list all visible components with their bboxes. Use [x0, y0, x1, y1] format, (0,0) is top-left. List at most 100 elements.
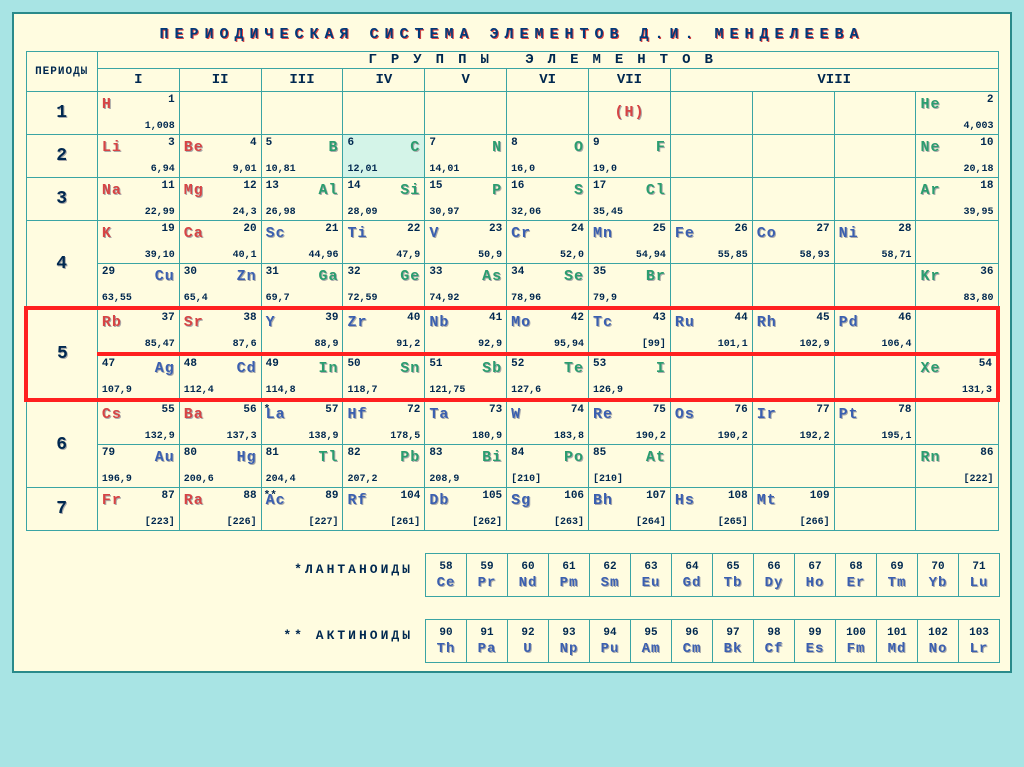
element-cell: W74183,8: [507, 400, 589, 445]
element-cell: N714,01: [425, 135, 507, 178]
period-number: 7: [26, 488, 97, 531]
element-cell: In49114,8: [261, 354, 343, 400]
period-row: Ag47107,9Cd48112,4In49114,8Sn50118,7Sb51…: [26, 354, 998, 400]
element-cell: Hf72178,5: [343, 400, 425, 445]
element-cell: C612,01: [343, 135, 425, 178]
element-cell: Zr4091,2: [343, 308, 425, 354]
series-cell: 99Es: [795, 620, 836, 663]
element-cell: Fr87[223]: [97, 488, 179, 531]
element-cell: Xe54131,3: [916, 354, 998, 400]
element-cell: [916, 400, 998, 445]
series-cell: 63Eu: [631, 554, 672, 597]
element-cell: Ga3169,7: [261, 264, 343, 309]
element-cell: [834, 445, 916, 488]
element-cell: [834, 178, 916, 221]
element-cell: Hg80200,6: [179, 445, 261, 488]
element-cell: Cl1735,45: [589, 178, 671, 221]
element-cell: Be49,01: [179, 135, 261, 178]
series-cell: 100Fm: [836, 620, 877, 663]
element-cell: Sb51121,75: [425, 354, 507, 400]
actinides-row: ** АКТИНОИДЫ 90Th91Pa92U93Np94Pu95Am96Cm…: [24, 607, 1000, 663]
series-cell: 93Np: [549, 620, 590, 663]
element-cell: Rf104[261]: [343, 488, 425, 531]
element-cell: Sc2144,96: [261, 221, 343, 264]
series-cell: 60Nd: [508, 554, 549, 597]
element-cell: Mn2554,94: [589, 221, 671, 264]
series-cell: 58Ce: [426, 554, 467, 597]
period-row: 6Cs55132,9Ba56137,3*La57138,9Hf72178,5Ta…: [26, 400, 998, 445]
element-cell: K1939,10: [97, 221, 179, 264]
element-cell: At85[210]: [589, 445, 671, 488]
element-cell: Ba56137,3: [179, 400, 261, 445]
series-cell: 98Cf: [754, 620, 795, 663]
element-cell: [425, 92, 507, 135]
element-cell: Cu2963,55: [97, 264, 179, 309]
element-cell: Ca2040,1: [179, 221, 261, 264]
element-cell: I53126,9: [589, 354, 671, 400]
group-col-5: V: [425, 69, 507, 92]
element-cell: [670, 264, 752, 309]
group-col-6: VI: [507, 69, 589, 92]
period-number: 4: [26, 221, 97, 309]
period-number: 5: [26, 308, 97, 400]
element-cell: [752, 135, 834, 178]
period-row: Au79196,9Hg80200,6Tl81204,4Pb82207,2Bi83…: [26, 445, 998, 488]
element-cell: F919,0: [589, 135, 671, 178]
groups-header: ГРУППЫ ЭЛЕМЕНТОВ: [97, 52, 998, 69]
series-cell: 68Er: [836, 554, 877, 597]
element-cell: Y3988,9: [261, 308, 343, 354]
element-cell: H11,008: [97, 92, 179, 135]
series-cell: 91Pa: [467, 620, 508, 663]
element-cell: Bi83208,9: [425, 445, 507, 488]
element-cell: Ti2247,9: [343, 221, 425, 264]
element-cell: Pd46106,4: [834, 308, 916, 354]
element-cell: Tl81204,4: [261, 445, 343, 488]
element-cell: [834, 264, 916, 309]
page-container: ПЕРИОДИЧЕСКАЯ СИСТЕМА ЭЛЕМЕНТОВ Д.И. МЕН…: [0, 0, 1024, 685]
element-cell: Cs55132,9: [97, 400, 179, 445]
series-cell: 64Gd: [672, 554, 713, 597]
element-cell: He24,003: [916, 92, 998, 135]
lanthanides-row: *ЛАНТАНОИДЫ 58Ce59Pr60Nd61Pm62Sm63Eu64Gd…: [24, 541, 1000, 597]
period-row: Cu2963,55Zn3065,4Ga3169,7Ge3272,59As3374…: [26, 264, 998, 309]
series-cell: 70Yb: [918, 554, 959, 597]
element-cell: Ag47107,9: [97, 354, 179, 400]
element-cell: B510,81: [261, 135, 343, 178]
element-cell: [916, 308, 998, 354]
element-cell: Re75190,2: [589, 400, 671, 445]
group-col-1: I: [97, 69, 179, 92]
element-cell: Sg106[263]: [507, 488, 589, 531]
element-cell: [179, 92, 261, 135]
element-cell: Hs108[265]: [670, 488, 752, 531]
element-cell: Al1326,98: [261, 178, 343, 221]
element-cell: Rh45102,9: [752, 308, 834, 354]
element-cell: Ge3272,59: [343, 264, 425, 309]
periods-label: ПЕРИОДЫ: [26, 52, 97, 92]
period-row: 7Fr87[223]Ra88[226]**Ac89[227]Rf104[261]…: [26, 488, 998, 531]
element-cell: Ni2858,71: [834, 221, 916, 264]
element-cell: Br3579,9: [589, 264, 671, 309]
series-cell: 62Sm: [590, 554, 631, 597]
element-cell: Ne1020,18: [916, 135, 998, 178]
element-cell: [834, 135, 916, 178]
element-cell: Os76190,2: [670, 400, 752, 445]
element-cell: [916, 221, 998, 264]
series-cell: 67Ho: [795, 554, 836, 597]
element-cell: Mg1224,3: [179, 178, 261, 221]
group-col-2: II: [179, 69, 261, 92]
element-cell: [916, 488, 998, 531]
element-cell: Se3478,96: [507, 264, 589, 309]
element-cell: Ru44101,1: [670, 308, 752, 354]
element-cell: [752, 92, 834, 135]
element-cell: [670, 445, 752, 488]
period-number: 2: [26, 135, 97, 178]
series-cell: 95Am: [631, 620, 672, 663]
series-cell: 59Pr: [467, 554, 508, 597]
table-panel: ПЕРИОДИЧЕСКАЯ СИСТЕМА ЭЛЕМЕНТОВ Д.И. МЕН…: [12, 12, 1012, 673]
element-cell: V2350,9: [425, 221, 507, 264]
actinides-table: 90Th91Pa92U93Np94Pu95Am96Cm97Bk98Cf99Es1…: [425, 619, 1000, 663]
element-cell: [834, 488, 916, 531]
period-row: 2Li36,94Be49,01B510,81C612,01N714,01O816…: [26, 135, 998, 178]
groups-header-row: ПЕРИОДЫ ГРУППЫ ЭЛЕМЕНТОВ: [26, 52, 998, 69]
element-cell: [343, 92, 425, 135]
